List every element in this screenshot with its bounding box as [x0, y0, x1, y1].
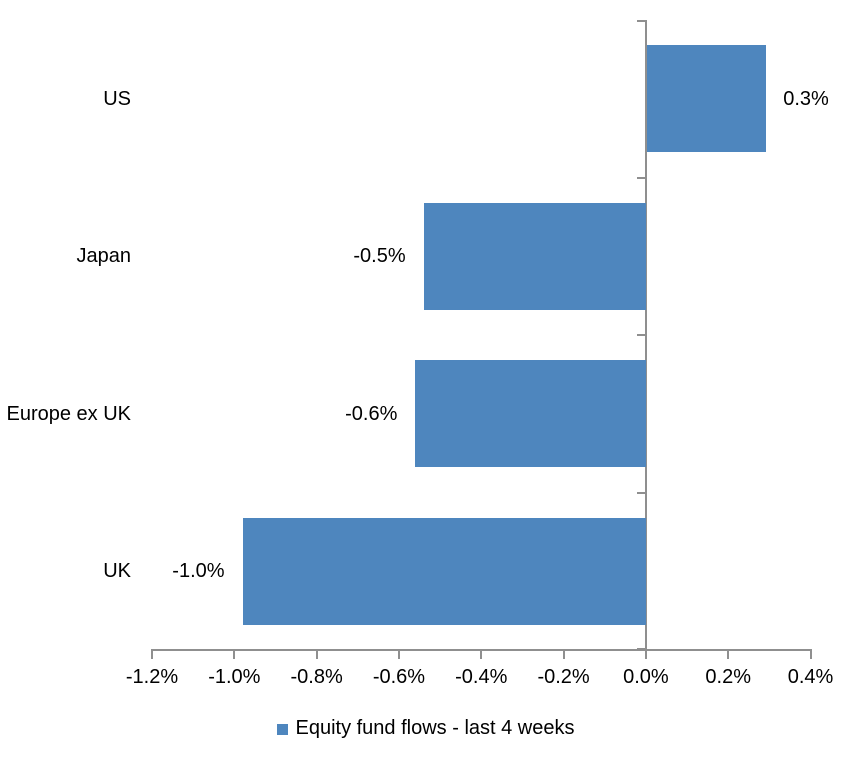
x-axis-tick-label: -0.8%: [290, 666, 343, 688]
legend: Equity fund flows - last 4 weeks: [0, 716, 852, 741]
bar-uk: [242, 517, 646, 625]
value-label-japan: -0.5%: [353, 245, 406, 268]
bar-us: [646, 45, 767, 153]
legend-marker-square: [277, 724, 289, 735]
legend-label: Equity fund flows - last 4 weeks: [295, 717, 575, 739]
x-axis-tick-label: -0.4%: [455, 666, 508, 688]
category-axis-tick: [636, 334, 647, 336]
category-label-europe-ex-uk: Europe ex UK: [6, 402, 131, 425]
category-axis-tick: [636, 648, 647, 650]
value-label-uk: -1.0%: [172, 560, 225, 583]
category-axis-tick: [636, 20, 647, 22]
x-axis-tick-label: -0.2%: [537, 666, 590, 688]
x-axis-tick: [809, 649, 812, 659]
value-label-europe-ex-uk: -0.6%: [345, 402, 398, 425]
x-axis-tick-label: -1.0%: [208, 666, 261, 688]
category-label-us: US: [103, 87, 131, 110]
category-label-uk: UK: [103, 560, 131, 583]
x-axis-tick: [233, 649, 236, 659]
x-axis-tick-label: -1.2%: [125, 666, 179, 688]
category-axis-tick: [636, 176, 647, 179]
x-axis-tick-label: 0.4%: [787, 666, 834, 688]
x-axis-tick: [151, 649, 153, 659]
category-axis-tick: [636, 491, 647, 494]
x-axis-tick-label: 0.0%: [623, 666, 669, 688]
x-axis-tick: [315, 649, 318, 659]
x-axis-tick: [480, 649, 483, 659]
value-label-us: 0.3%: [783, 87, 829, 110]
category-label-japan: Japan: [76, 245, 132, 268]
x-axis-tick-label: 0.2%: [705, 666, 751, 688]
bar-europe-ex-uk: [415, 360, 646, 468]
x-axis-tick-label: -0.6%: [372, 666, 426, 688]
x-axis-tick: [397, 649, 400, 659]
bar-japan: [423, 202, 646, 310]
x-axis-tick: [644, 649, 647, 659]
x-axis-tick: [727, 649, 730, 659]
x-axis-tick: [562, 649, 565, 659]
